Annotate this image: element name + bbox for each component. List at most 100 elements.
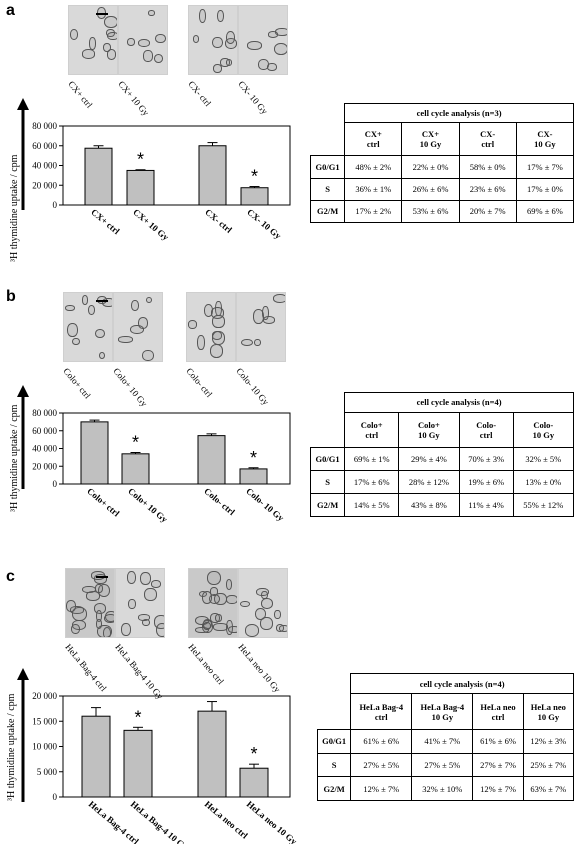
cell-blob <box>244 624 260 637</box>
table-header-row: HeLa Bag-4 ctrl HeLa Bag-4 10 Gy HeLa neo ctr… <box>318 693 575 730</box>
table-row: G0/G1 69% ± 1% 29% ± 4% 70% ± 3% 32% ± 5% <box>309 446 575 471</box>
panel-label: a <box>6 2 15 19</box>
cell-blob <box>72 337 81 346</box>
cell-blob <box>246 41 262 50</box>
cell-blob <box>81 49 95 59</box>
cell-blob <box>195 615 210 626</box>
table-cell: 29% ± 4% <box>398 446 460 471</box>
table-cell: 17% ± 6% <box>344 469 400 494</box>
cell-blob <box>187 320 197 329</box>
micrograph-image <box>188 5 238 75</box>
x-tick-label: CX- ctrl <box>203 207 234 235</box>
cell-blob <box>95 584 103 593</box>
table-cell: 27% ± 5% <box>411 752 474 778</box>
cell-blob <box>103 15 117 29</box>
column-header-line: 10 Gy <box>419 139 442 150</box>
table-corner <box>311 412 345 447</box>
cell-blob <box>148 10 156 17</box>
micrograph-image <box>238 5 288 75</box>
panel-label: b <box>6 288 16 305</box>
y-tick-label: 40 000 <box>32 444 57 454</box>
table-cell: 13% ± 0% <box>512 469 575 494</box>
column-header-line: ctrl <box>491 711 505 722</box>
column-header-line: ctrl <box>365 429 379 440</box>
cell-blob <box>127 570 137 584</box>
row-phase-label: S <box>309 177 346 201</box>
table-cell: 22% ± 0% <box>401 155 460 179</box>
cell-blob <box>274 609 281 619</box>
bar <box>198 145 227 206</box>
y-tick-label: 15 000 <box>32 716 57 726</box>
y-axis-title: ³H thymidine uptake / cpm <box>9 154 20 262</box>
cell-blob <box>96 7 107 19</box>
cell-blob <box>126 38 135 47</box>
row-phase-label: G2/M <box>309 199 346 224</box>
cell-blob <box>120 623 131 636</box>
table-cell: 63% ± 7% <box>522 776 575 801</box>
column-header: CX- 10 Gy <box>515 122 575 157</box>
column-header: HeLa Bag-4 10 Gy <box>411 693 474 730</box>
row-phase-label: G0/G1 <box>316 728 352 754</box>
cell-blob <box>90 571 105 580</box>
y-tick-label: 0 <box>53 479 58 489</box>
column-header-line: ctrl <box>366 139 380 150</box>
column-header-line: CX+ <box>421 129 440 140</box>
cell-blob <box>225 30 236 45</box>
table-row: G2/M 17% ± 2% 53% ± 6% 20% ± 7% 69% ± 6% <box>309 199 575 224</box>
cell-blob <box>212 36 223 49</box>
bar <box>197 435 226 485</box>
micrograph-image <box>115 568 165 638</box>
cell-blob <box>212 314 225 328</box>
cell-blob <box>196 335 205 351</box>
x-tick-label: HeLa neo ctrl <box>203 799 250 841</box>
micrograph-image <box>63 292 113 362</box>
cell-blob <box>70 623 80 634</box>
cell-blob <box>213 64 223 74</box>
bar <box>240 187 269 206</box>
column-header: CX+ 10 Gy <box>401 122 460 157</box>
table-cell: 14% ± 5% <box>344 492 400 518</box>
table-header-row: Colo+ ctrl Colo+ 10 Gy Colo-ctrl Colo- 10 Gy <box>311 411 575 448</box>
table-cell: 61% ± 6% <box>472 728 524 754</box>
significance-asterisk: * <box>251 167 258 187</box>
y-tick-label: 5 000 <box>37 767 58 777</box>
bar <box>197 710 227 798</box>
cell-blob <box>210 613 220 624</box>
column-header: Colo+ 10 Gy <box>398 411 460 448</box>
cell-blob <box>260 597 274 609</box>
table-row: S 17% ± 6% 28% ± 12% 19% ± 6% 13% ± 0% <box>309 469 575 494</box>
table-cell: 55% ± 12% <box>512 492 575 518</box>
table-cell: 11% ± 4% <box>458 492 514 518</box>
table-row: G0/G1 48% ± 2% 22% ± 0% 58% ± 0% 17% ± 7% <box>309 155 575 179</box>
panel-label: c <box>6 568 15 585</box>
cell-blob <box>102 626 112 637</box>
bar <box>239 468 268 485</box>
micrograph-image <box>113 292 163 362</box>
row-phase-label: G0/G1 <box>309 155 346 179</box>
cell-blob <box>220 58 231 68</box>
cell-blob <box>102 43 111 53</box>
y-tick-label: 80 000 <box>32 121 57 131</box>
cell-blob <box>206 571 221 586</box>
cell-blob <box>155 33 167 44</box>
table-title-row: cell cycle analysis (n=4) <box>318 672 574 695</box>
column-header-line: 10 Gy <box>534 139 556 150</box>
cell-blob <box>262 316 276 324</box>
table-cell: 20% ± 7% <box>458 199 517 224</box>
cell-blob <box>82 585 96 593</box>
bar-chart: 0 20 000 40 000 60 000 80 000 CX+ ctrl * CX+ 10… <box>17 98 291 243</box>
cell-blob <box>202 622 211 631</box>
x-tick-label: Colo+ ctrl <box>85 486 122 519</box>
row-phase-label: G2/M <box>309 492 346 518</box>
cell-blob <box>153 53 164 64</box>
column-header: HeLa neo 10 Gy <box>522 693 575 730</box>
cell-blob <box>87 304 95 316</box>
column-header-line: HeLa neo <box>530 701 566 712</box>
cell-blob <box>272 294 285 303</box>
cell-blob <box>65 305 75 312</box>
bar <box>123 729 153 798</box>
column-header: Colo-ctrl <box>458 411 514 448</box>
table-cell: 17% ± 2% <box>344 199 403 224</box>
panel-c: c 0 5 000 10 000 15 000 20 000 HeLa Bag-4 ctr… <box>0 565 579 844</box>
table-cell: 27% ± 5% <box>350 752 413 778</box>
